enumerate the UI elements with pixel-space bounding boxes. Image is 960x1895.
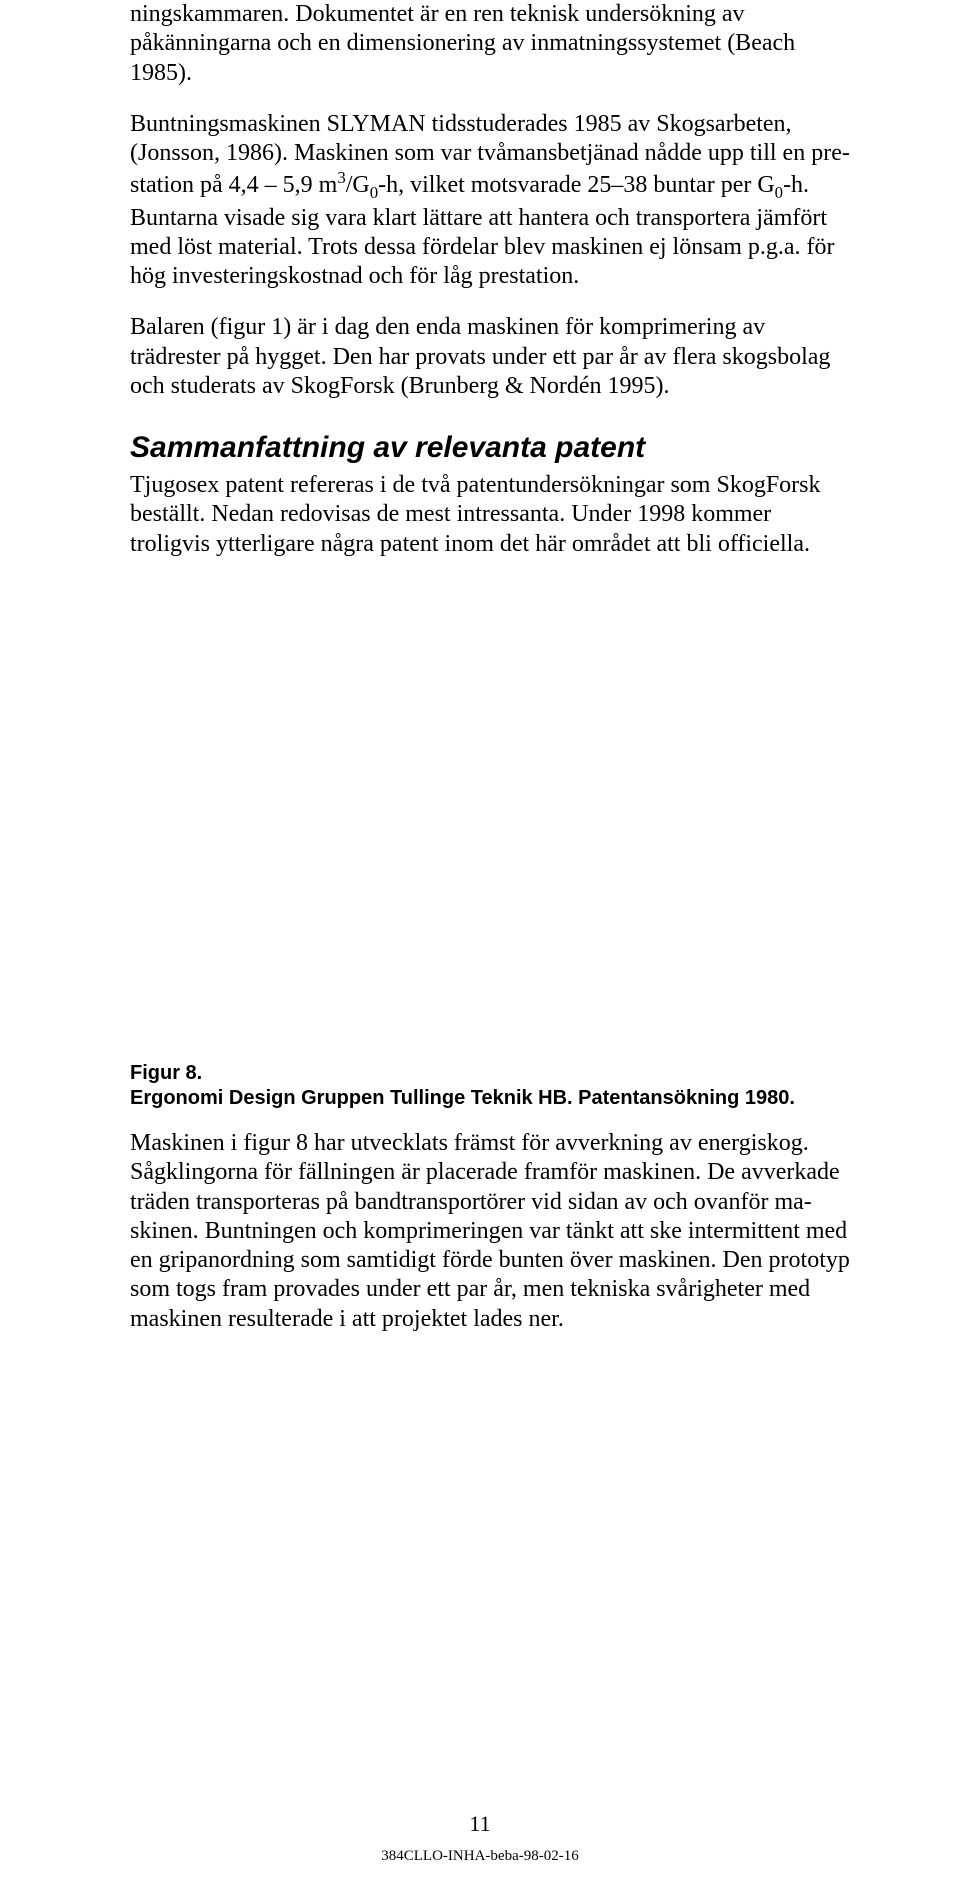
footer-code: 384CLLO-INHA-beba-98-02-16 — [0, 1848, 960, 1865]
figure-caption-line1: Figur 8. — [130, 1062, 202, 1084]
figure-placeholder — [130, 581, 850, 1061]
figure-caption-line2: Ergonomi Design Gruppen Tullinge Teknik … — [130, 1087, 795, 1109]
paragraph-2: Buntningsmaskinen SLYMAN tidsstuderades … — [130, 110, 850, 292]
page: ningskammaren. Dokumentet är en ren tekn… — [0, 0, 960, 1895]
paragraph-1: ningskammaren. Dokumentet är en ren tekn… — [130, 0, 850, 88]
page-number: 11 — [0, 1811, 960, 1837]
section-heading: Sammanfattning av relevanta patent — [130, 431, 850, 465]
figure-caption: Figur 8. Ergonomi Design Gruppen Tulling… — [130, 1061, 850, 1111]
paragraph-3: Balaren (figur 1) är i dag den enda mask… — [130, 313, 850, 401]
paragraph-4: Tjugosex patent refereras i de två paten… — [130, 471, 850, 559]
paragraph-5: Maskinen i figur 8 har utvecklats främst… — [130, 1129, 850, 1334]
